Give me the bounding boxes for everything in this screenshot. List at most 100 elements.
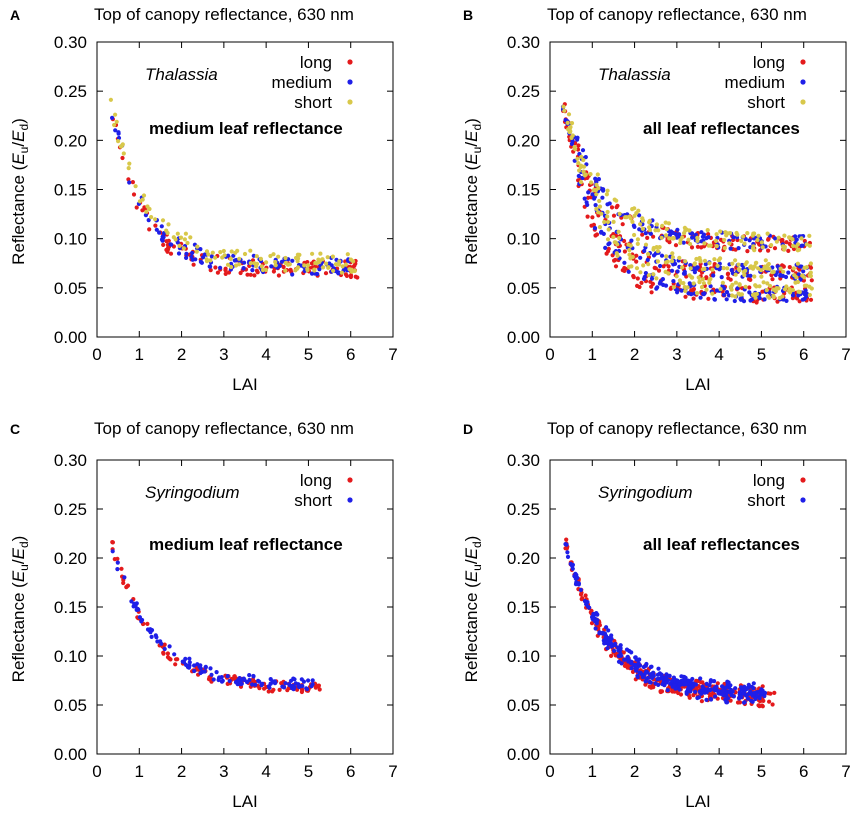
data-point-short — [759, 268, 764, 273]
data-point-medium — [638, 255, 643, 260]
x-tick-label: 1 — [135, 345, 144, 364]
data-point-short — [660, 223, 665, 228]
data-point-medium — [600, 195, 605, 200]
data-point-medium — [695, 265, 700, 270]
data-point-short — [603, 635, 608, 640]
data-point-short — [588, 172, 593, 177]
data-point-short — [707, 261, 712, 266]
data-point-medium — [198, 247, 203, 252]
x-tick-label: 6 — [799, 762, 808, 781]
data-point-medium — [747, 238, 752, 243]
data-point-medium — [596, 177, 602, 182]
data-point-short — [643, 679, 648, 684]
data-point-short — [663, 260, 669, 265]
x-tick-label: 5 — [304, 345, 313, 364]
data-point-short — [273, 259, 278, 265]
data-point-short — [641, 263, 646, 268]
data-point-short — [627, 248, 632, 253]
data-point-short — [759, 240, 765, 245]
data-point-short — [646, 252, 651, 257]
data-point-short — [765, 231, 770, 236]
data-point-short — [253, 682, 258, 687]
data-point-short — [177, 243, 182, 248]
x-tick-label: 5 — [304, 762, 313, 781]
data-point-short — [591, 615, 596, 620]
data-point-short — [712, 257, 717, 262]
data-point-short — [237, 262, 242, 267]
data-point-long — [670, 689, 675, 694]
data-point-medium — [645, 257, 650, 262]
data-point-short — [683, 228, 688, 233]
data-point-short — [751, 681, 756, 686]
data-point-short — [695, 695, 700, 701]
data-point-medium — [735, 286, 740, 291]
data-point-medium — [675, 269, 680, 274]
data-point-long — [770, 702, 775, 707]
data-point-short — [655, 672, 660, 677]
data-point-long — [130, 180, 135, 185]
data-point-short — [746, 682, 751, 687]
data-point-long — [276, 273, 281, 278]
data-point-short — [565, 120, 570, 125]
data-point-short — [132, 601, 137, 606]
y-axis-label-part: ) — [9, 536, 28, 542]
data-point-short — [181, 246, 186, 251]
x-tick-label: 5 — [757, 345, 766, 364]
data-point-medium — [606, 242, 611, 247]
data-point-long — [639, 280, 644, 285]
data-point-short — [697, 279, 702, 284]
data-point-short — [634, 266, 640, 271]
data-point-short — [296, 683, 302, 688]
data-point-short — [567, 130, 572, 135]
data-point-long — [252, 273, 257, 278]
data-point-short — [743, 262, 748, 267]
data-point-short — [763, 258, 768, 263]
data-point-short — [605, 214, 610, 219]
data-point-long — [622, 238, 627, 244]
data-point-long — [613, 264, 619, 269]
y-axis-label-part: ) — [9, 118, 28, 124]
data-point-short — [129, 599, 134, 604]
data-point-short — [612, 197, 617, 202]
data-point-medium — [794, 237, 799, 242]
data-point-medium — [198, 259, 203, 264]
y-axis-label-part: u — [470, 564, 484, 571]
data-point-short — [187, 656, 192, 661]
data-point-long — [589, 223, 594, 228]
data-point-medium — [593, 203, 598, 208]
data-point-long — [288, 267, 293, 272]
data-point-medium — [315, 271, 320, 277]
data-point-short — [208, 258, 213, 263]
data-point-short — [119, 143, 124, 149]
x-tick-label: 7 — [841, 345, 850, 364]
data-point-short — [149, 634, 154, 640]
data-point-short — [320, 257, 325, 262]
data-point-medium — [724, 297, 729, 302]
data-point-short — [702, 258, 708, 263]
x-tick-label: 7 — [388, 762, 397, 781]
data-point-medium — [729, 268, 734, 273]
data-point-short — [718, 229, 723, 234]
x-tick-label: 3 — [672, 762, 681, 781]
data-point-long — [746, 277, 752, 282]
data-point-short — [698, 676, 703, 681]
data-point-medium — [728, 246, 733, 251]
panel-c: C Top of canopy reflectance, 630 nm 0 1 2 3 4 5… — [9, 419, 398, 811]
data-point-short — [204, 249, 210, 254]
data-point-long — [622, 249, 628, 254]
data-point-short — [651, 245, 656, 251]
data-point-short — [295, 266, 300, 271]
data-point-short — [767, 295, 772, 300]
data-point-short — [605, 209, 610, 215]
data-point-short — [781, 269, 786, 274]
data-point-short — [254, 254, 259, 259]
x-tick-label: 5 — [757, 762, 766, 781]
data-point-short — [648, 664, 653, 670]
y-axis-label: Reflectance (Eu/Ed) — [9, 536, 31, 683]
y-axis-label-part: d — [17, 124, 31, 131]
data-point-short — [678, 237, 683, 243]
data-point-short — [149, 215, 154, 220]
data-point-short — [666, 271, 671, 276]
data-point-short — [576, 582, 581, 587]
data-point-short — [657, 245, 662, 250]
